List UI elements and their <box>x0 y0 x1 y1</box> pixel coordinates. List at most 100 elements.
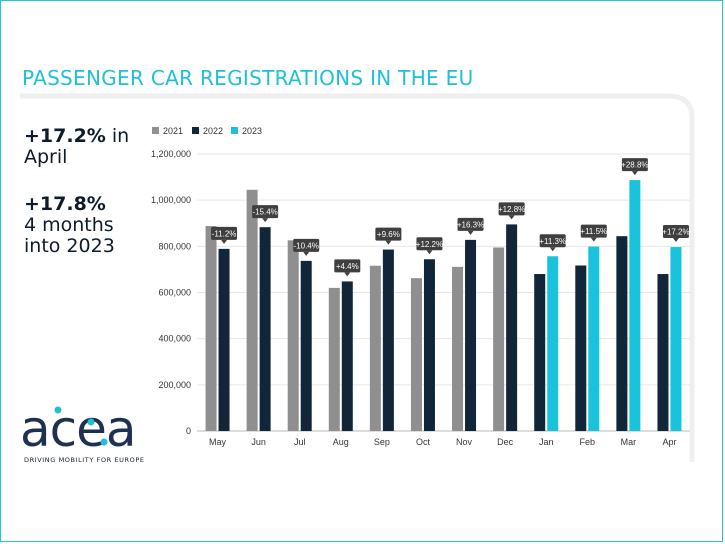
x-tick-label: Oct <box>416 437 431 447</box>
stat-april: +17.2% in April <box>24 126 129 168</box>
bar-2022-oct <box>423 259 435 431</box>
change-label: +12.8% <box>498 202 525 220</box>
change-label-box <box>662 225 689 239</box>
change-label: -15.4% <box>252 205 279 223</box>
change-label: +17.2% <box>662 225 690 243</box>
change-label-box <box>211 226 238 240</box>
y-tick-label: 0 <box>186 426 191 436</box>
change-label: -10.4% <box>293 238 320 256</box>
bar-2021-sep <box>369 265 381 431</box>
change-label-pointer <box>426 250 433 255</box>
logo-dot-icon <box>87 418 95 426</box>
x-axis: May Jun Jul Aug Sep Oct Nov Dec Jan Feb Mar Apr <box>209 437 676 447</box>
bar-2023-feb <box>588 246 600 431</box>
change-label-pointer <box>262 218 269 223</box>
change-label-pointer <box>590 237 597 242</box>
change-label-box <box>580 224 607 238</box>
x-tick-label: Dec <box>497 437 514 447</box>
legend-label-2022: 2022 <box>203 126 223 136</box>
x-tick-label: May <box>209 437 227 447</box>
y-tick-label: 1,000,000 <box>151 195 191 205</box>
change-labels: -11.2% -15.4% -10.4% +4.4% +9.6% +12.2% +16.3%… <box>211 158 690 277</box>
change-label-text: +11.5% <box>580 227 607 236</box>
change-label-text: -10.4% <box>294 241 319 250</box>
stat-4-months-line3: into 2023 <box>24 235 115 257</box>
change-label: +16.3% <box>457 217 484 235</box>
change-label: +11.3% <box>539 234 566 252</box>
legend-label-2021: 2021 <box>163 126 183 136</box>
change-label-pointer <box>221 239 228 244</box>
bar-2022-may <box>218 248 230 431</box>
change-label-text: +12.8% <box>498 205 525 214</box>
legend-label-2023: 2023 <box>242 126 262 136</box>
x-tick-label: Jun <box>251 437 266 447</box>
change-label: +12.2% <box>416 237 443 255</box>
x-tick-label: Feb <box>580 437 596 447</box>
x-tick-label: Jan <box>539 437 554 447</box>
change-label-pointer <box>549 247 556 252</box>
change-label-box <box>498 202 525 216</box>
bar-2023-mar <box>629 180 641 431</box>
y-tick-label: 200,000 <box>158 380 191 390</box>
change-label-box <box>457 217 484 231</box>
stat-april-label: April <box>24 146 68 168</box>
change-label: +11.5% <box>580 224 607 242</box>
chart-legend: 2021 2022 2023 <box>152 126 262 136</box>
legend-swatch-2022 <box>192 127 199 134</box>
bar-2022-mar <box>616 236 628 431</box>
bar-2021-aug <box>328 287 340 431</box>
bar-2021-may <box>205 226 217 431</box>
change-label: -11.2% <box>211 226 238 244</box>
stat-4-months: +17.8% 4 months into 2023 <box>24 194 115 257</box>
change-label-box <box>252 205 279 219</box>
change-label-pointer <box>631 171 638 176</box>
bar-2023-jan <box>547 256 559 431</box>
change-label-text: +16.3% <box>457 220 484 229</box>
change-label-text: -15.4% <box>252 208 277 217</box>
x-tick-label: Jul <box>294 437 306 447</box>
bar-2021-nov <box>452 266 464 431</box>
bar-2022-aug <box>341 281 353 431</box>
bar-2022-feb <box>575 265 587 431</box>
page-title: PASSENGER CAR REGISTRATIONS IN THE EU <box>22 66 474 90</box>
x-tick-label: Aug <box>333 437 349 447</box>
chart-grid <box>197 153 690 432</box>
bar-2021-oct <box>410 278 422 431</box>
change-label-pointer <box>467 230 474 235</box>
bar-2022-apr <box>657 274 669 431</box>
bar-2023-apr <box>670 247 682 431</box>
change-label-pointer <box>303 251 310 256</box>
y-axis: 0 200,000 400,000 600,000 800,000 1,000,000 1,… <box>151 149 191 436</box>
change-label-box <box>375 227 402 241</box>
y-tick-label: 400,000 <box>158 334 191 344</box>
bar-2022-jul <box>300 260 312 431</box>
change-label-box <box>621 158 648 172</box>
stat-april-value: +17.2% <box>24 125 106 147</box>
change-label: +9.6% <box>375 227 402 245</box>
change-label-box <box>539 234 566 248</box>
y-tick-label: 1,200,000 <box>151 149 191 159</box>
change-label-box <box>416 237 443 251</box>
change-label-pointer <box>508 215 515 220</box>
chart-bars <box>205 180 682 431</box>
y-tick-label: 600,000 <box>158 288 191 298</box>
stat-april-suffix: in <box>105 125 130 147</box>
x-tick-label: Apr <box>662 437 676 447</box>
stat-4-months-line2: 4 months <box>24 214 114 236</box>
acea-logo: acea <box>20 400 137 452</box>
bar-2022-nov <box>465 239 477 431</box>
change-label-text: -11.2% <box>212 229 237 238</box>
bar-2022-jan <box>534 274 546 431</box>
legend-swatch-2021 <box>152 127 159 134</box>
x-tick-label: Sep <box>374 437 390 447</box>
bar-2021-jun <box>246 189 258 431</box>
change-label-pointer <box>344 272 351 277</box>
logo-dot-icon <box>54 406 62 414</box>
change-label-text: +11.3% <box>539 237 566 246</box>
y-tick-label: 800,000 <box>158 241 191 251</box>
bar-2021-jul <box>287 240 299 431</box>
change-label-text: +28.8% <box>621 161 648 170</box>
x-tick-label: Mar <box>621 437 637 447</box>
